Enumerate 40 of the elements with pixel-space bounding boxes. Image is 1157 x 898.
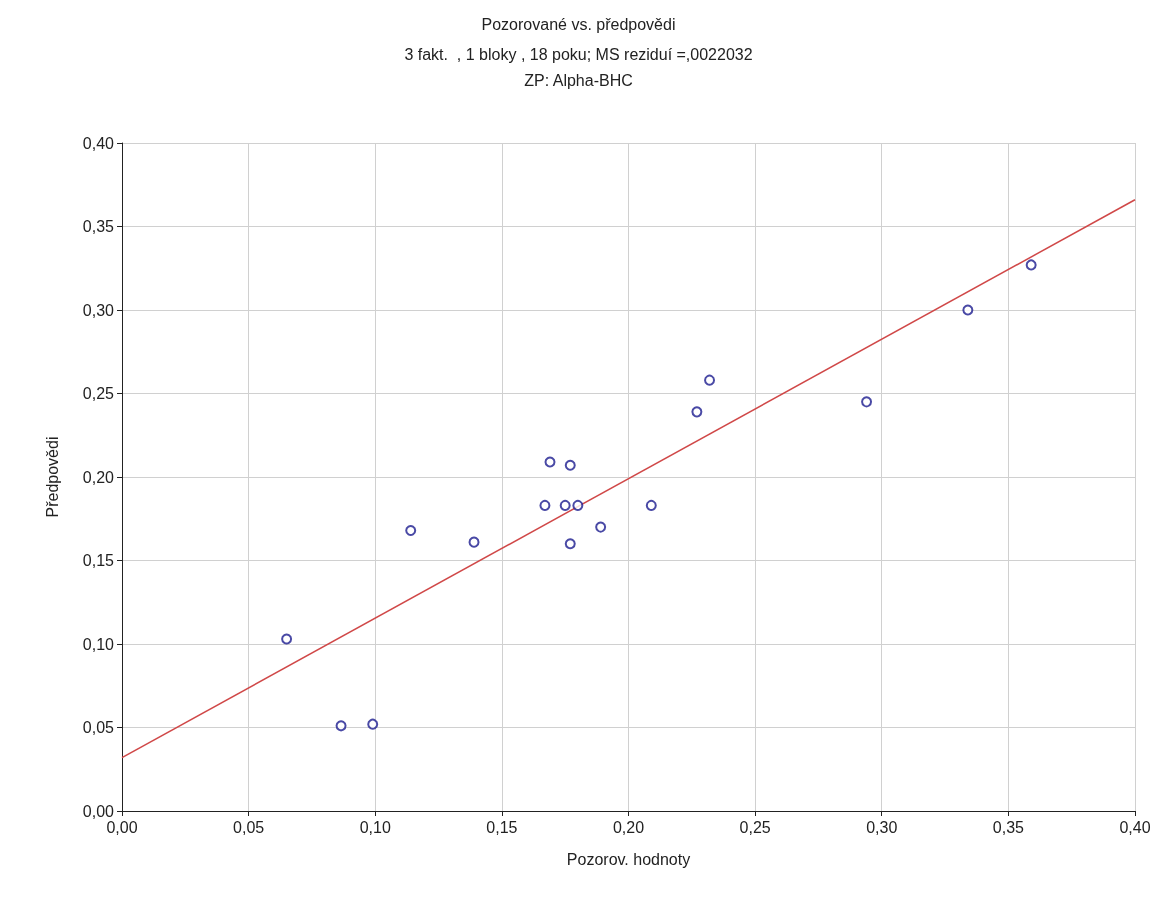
point [645, 499, 657, 511]
point [544, 456, 556, 468]
point [559, 499, 571, 511]
x-tick-label: 0,20 [612, 818, 645, 836]
point [691, 406, 703, 418]
x-tick-label: 0,15 [486, 818, 518, 836]
x-tick-label: 0,10 [359, 818, 391, 836]
point [468, 536, 480, 548]
x-tick-label: 0,35 [992, 818, 1025, 836]
point [572, 499, 584, 511]
point [595, 521, 607, 533]
y-tick-label: 0,05 [82, 719, 115, 736]
x-axis-title: Pozorov. hodnoty [566, 850, 691, 868]
x-tick-label: 0,25 [739, 818, 771, 836]
point [405, 524, 417, 536]
y-tick-label: 0,20 [82, 468, 115, 486]
x-tick-label: 0,30 [866, 818, 898, 836]
point [335, 720, 347, 732]
point [367, 718, 379, 730]
y-tick-label: 0,30 [82, 301, 115, 319]
point [1025, 259, 1037, 271]
y-tick-label: 0,15 [82, 552, 115, 569]
y-tick-label: 0,35 [82, 218, 115, 235]
y-tick-label: 0,40 [82, 134, 115, 152]
chart-title: Pozorované vs. předpovědi [481, 15, 676, 33]
x-tick-label: 0,40 [1119, 818, 1151, 836]
point [539, 499, 551, 511]
x-tick-label: 0,05 [233, 818, 265, 836]
y-tick-label: 0,10 [82, 635, 115, 653]
point [704, 374, 716, 386]
point [564, 459, 576, 471]
point [861, 396, 873, 408]
x-tick-label: 0,00 [106, 818, 138, 836]
y-tick-label: 0,00 [82, 802, 115, 820]
y-tick-label: 0,25 [82, 385, 115, 402]
point [962, 304, 974, 316]
chart-subtitle: 3 fakt. , 1 bloky , 18 poku; MS reziduí =,0022032 ZP: Alpha-BHC [404, 45, 753, 89]
point [281, 633, 293, 645]
point [564, 538, 576, 550]
y-axis-title: Předpovědi [43, 436, 61, 518]
